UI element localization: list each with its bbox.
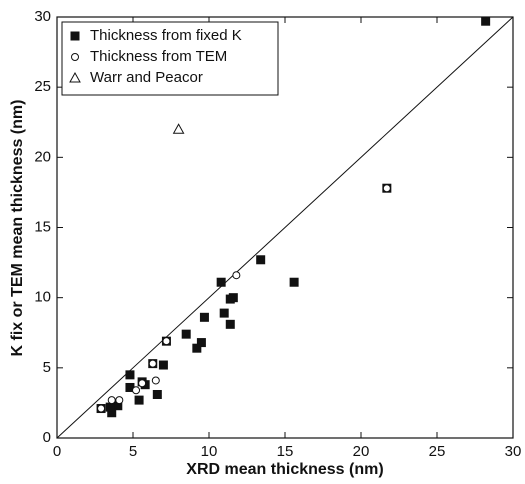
data-point [125,370,135,380]
data-point [115,396,124,405]
data-point [134,395,144,405]
data-point [107,396,116,405]
data-point [225,319,235,329]
x-tick-label: 10 [201,443,218,460]
data-point [196,338,206,348]
y-tick-label: 15 [34,218,51,235]
y-tick-label: 5 [43,359,51,376]
data-point [382,184,391,193]
y-tick-label: 0 [43,429,51,446]
y-tick-label: 10 [34,289,51,306]
data-point [132,386,141,395]
y-tick-label: 25 [34,78,51,95]
data-point [148,359,157,368]
data-point [225,294,235,304]
data-point [216,277,226,287]
data-point [481,16,491,26]
y-axis-label: K fix or TEM mean thickness (nm) [9,100,26,357]
data-point [125,382,135,392]
data-point [97,404,106,413]
data-point [192,343,202,353]
data-point [199,312,209,322]
data-point [162,337,171,346]
data-point [219,308,229,318]
x-tick-label: 5 [129,443,137,460]
x-tick-label: 20 [353,443,370,460]
data-point [181,329,191,339]
data-point [152,389,162,399]
data-point [107,408,117,418]
data-point [172,123,185,134]
data-point [151,376,160,385]
data-point [138,379,147,388]
legend-label: Thickness from TEM [90,48,227,65]
legend-marker [71,53,79,61]
data-point [289,277,299,287]
legend-label: Thickness from fixed K [90,27,242,44]
legend-marker [69,71,81,83]
legend-box [61,21,279,96]
y-tick-label: 20 [34,148,51,165]
x-tick-label: 15 [277,443,294,460]
legend-label: Warr and Peacor [90,69,203,86]
data-point [232,271,241,280]
data-point [105,402,115,412]
data-point [113,401,123,411]
x-axis-label: XRD mean thickness (nm) [186,461,383,478]
data-point [256,255,266,265]
x-tick-label: 30 [505,443,522,460]
data-point [158,360,168,370]
y-tick-label: 30 [34,8,51,25]
x-tick-label: 0 [53,443,61,460]
reference-line [56,16,514,439]
x-tick-label: 25 [429,443,446,460]
legend-marker [70,31,80,41]
